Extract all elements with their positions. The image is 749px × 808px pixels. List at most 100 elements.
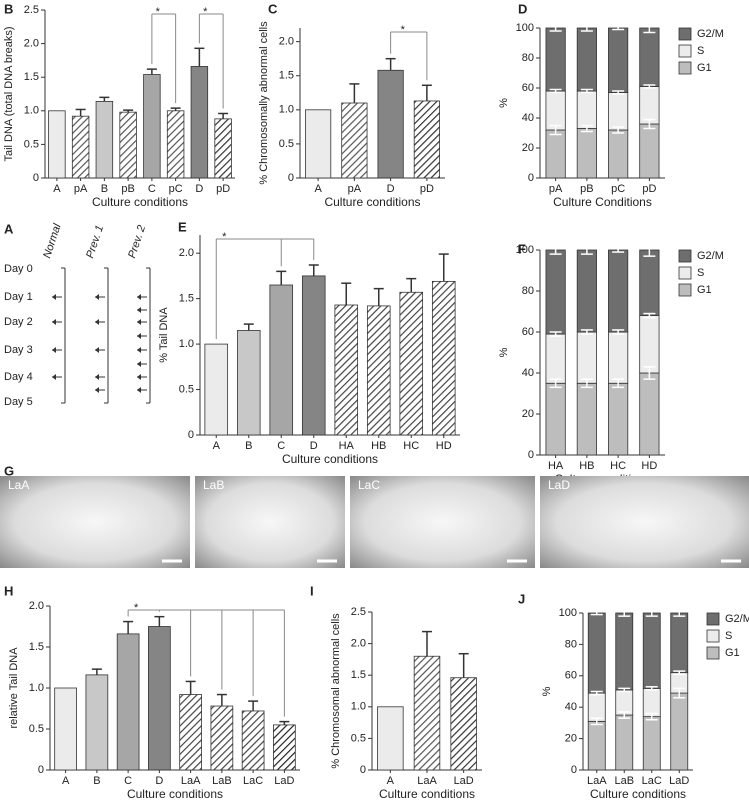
column-label: Prev. 2 (126, 224, 148, 260)
error-bar (549, 24, 562, 32)
legend-label: G2/M (697, 250, 724, 262)
panel-label: D (518, 1, 527, 16)
significance: * (401, 24, 406, 36)
bar (269, 284, 294, 436)
error-bar (580, 88, 593, 94)
y-tick-label: 100 (559, 607, 577, 619)
error-bar (75, 108, 86, 117)
bar (95, 100, 114, 179)
bar (179, 694, 202, 771)
day-label: Day 4 (4, 371, 33, 383)
error-bar (91, 668, 102, 675)
x-tick-label: LaD (669, 775, 689, 787)
y-tick-label: 60 (522, 326, 534, 338)
error-bar (580, 378, 593, 389)
bar (305, 109, 332, 179)
error-bar (643, 84, 656, 89)
arrow-head (95, 374, 99, 380)
x-tick-label: LaB (614, 775, 634, 787)
day-label: Day 1 (4, 291, 33, 303)
x-tick-label: A (53, 183, 61, 195)
y-tick-label: 0 (571, 764, 577, 776)
y-tick-label: 1.0 (351, 701, 366, 713)
error-bar (580, 24, 593, 32)
arrow-head (137, 307, 141, 313)
arrow-head (137, 333, 141, 339)
y-tick-label: 0 (33, 172, 39, 184)
y-axis-label: % (498, 98, 510, 108)
arrow-head (95, 319, 99, 325)
error-bar (549, 124, 562, 136)
legend-swatch (706, 629, 720, 643)
error-bar (643, 312, 656, 319)
bar-segment (608, 382, 629, 456)
x-tick-label: C (124, 775, 132, 787)
y-tick-label: 0 (528, 449, 534, 461)
error-bar (243, 323, 254, 331)
y-tick-label: 0.5 (179, 383, 194, 395)
panel-label: I (310, 583, 314, 598)
day-label: Day 0 (4, 263, 33, 275)
y-tick-label: 2.0 (29, 600, 44, 612)
bar-segment (545, 382, 566, 456)
bar-segment (576, 27, 597, 92)
image-label: LaA (8, 478, 29, 492)
y-tick-label: 0 (288, 172, 294, 184)
y-tick-label: 1.0 (279, 104, 294, 116)
x-tick-label: LaC (642, 775, 662, 787)
error-bar (618, 687, 631, 693)
bar-segment (615, 612, 634, 691)
arrow-head (95, 387, 99, 393)
y-axis-label: % (541, 686, 553, 696)
y-tick-label: 100 (516, 22, 534, 34)
bar (399, 291, 424, 436)
x-tick-label: HC (610, 460, 626, 472)
bar (273, 724, 296, 771)
arrow-head (52, 347, 56, 353)
error-bar (279, 720, 290, 725)
x-tick-label: pC (611, 183, 625, 195)
arrow-head (95, 294, 99, 300)
micrograph (540, 476, 749, 568)
arrow-head (137, 361, 141, 367)
x-axis-label: Culture conditions (324, 195, 420, 209)
panel-label: E (178, 219, 187, 234)
bar (431, 280, 456, 436)
error-bar (549, 245, 562, 255)
error-bar (673, 687, 686, 699)
arrow-head (137, 319, 141, 325)
error-bar (406, 277, 417, 293)
arrow-head (137, 374, 141, 380)
legend-swatch (678, 249, 692, 263)
error-bar (123, 620, 134, 634)
x-tick-label: pD (642, 183, 656, 195)
y-tick-label: 0 (528, 172, 534, 184)
legend-label: G2/M (725, 613, 749, 625)
error-bar (248, 700, 259, 711)
legend-label: G1 (697, 62, 712, 74)
x-tick-label: LaB (212, 775, 232, 787)
bar-segment (576, 90, 597, 129)
y-tick-label: 2.5 (24, 4, 39, 16)
error-bar (612, 329, 625, 335)
bar-segment (587, 612, 606, 694)
error-bar (612, 25, 625, 31)
bar-segment (642, 612, 661, 689)
bar-segment (608, 92, 629, 131)
y-tick-label: 20 (565, 733, 577, 745)
bar-segment (639, 27, 660, 87)
error-bar (673, 670, 686, 675)
y-axis-label: relative Tail DNA (8, 647, 20, 729)
bar (71, 115, 90, 179)
error-bar (549, 378, 562, 389)
x-tick-label: HD (641, 460, 657, 472)
y-tick-label: 80 (522, 285, 534, 297)
legend-swatch (678, 283, 692, 297)
bar-segment (576, 249, 597, 333)
y-tick-label: 1.0 (29, 682, 44, 694)
error-bar (438, 253, 449, 282)
bar (210, 705, 234, 771)
day-label: Day 2 (4, 316, 33, 328)
x-tick-label: LaC (243, 775, 263, 787)
micrograph (195, 476, 345, 568)
